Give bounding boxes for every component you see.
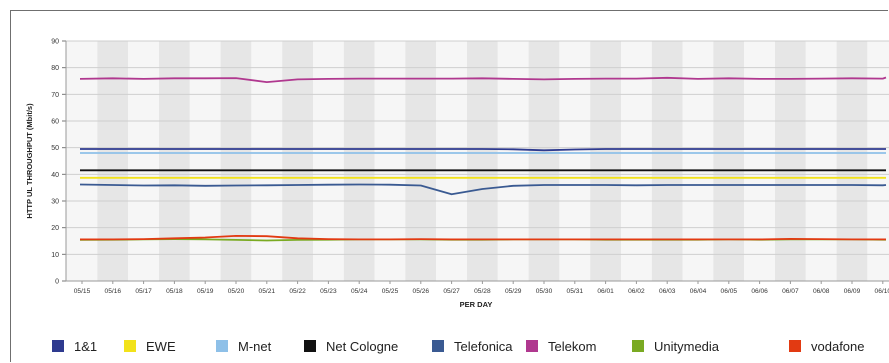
series-line [80,148,886,152]
legend-item: EWE [124,337,176,355]
legend-item: Telekom [526,337,596,355]
y-tick-label: 40 [51,172,59,179]
legend-item: Unitymedia [632,337,719,355]
x-tick-label: 05/28 [474,288,491,295]
x-tick-label: 05/21 [259,288,276,295]
x-tick-label: 05/16 [105,288,122,295]
x-tick-label: 05/24 [351,288,368,295]
plot-band [713,41,745,281]
x-tick-label: 06/09 [844,288,861,295]
plot-band [189,41,221,281]
plot-band [867,41,889,281]
legend-swatch [216,340,228,352]
x-tick-label: 05/15 [74,288,91,295]
x-tick-label: 05/31 [567,288,584,295]
x-tick-label: 06/04 [690,288,707,295]
legend-swatch [304,340,316,352]
plot-band [343,41,375,281]
plot-band [559,41,591,281]
plot-band [590,41,621,281]
x-tick-label: 05/22 [289,288,306,295]
x-tick-label: 05/23 [320,288,337,295]
x-tick-label: 06/03 [659,288,676,295]
plot-band [528,41,560,281]
y-tick-label: 70 [51,92,59,99]
legend-swatch [432,340,444,352]
legend: 1&1 EWE M-net Net Cologne Telefonica Telekom U… [52,337,889,355]
plot-band [374,41,406,281]
x-tick-label: 06/07 [782,288,799,295]
x-tick-label: 05/18 [166,288,183,295]
legend-item: vodafone [789,337,865,355]
series-line [79,76,887,83]
x-tick-label: 06/02 [628,288,645,295]
plot-band [436,41,467,281]
x-tick-label: 05/17 [135,288,152,295]
plot-band [405,41,437,281]
y-tick-label: 30 [51,199,59,206]
plot-band [128,41,159,281]
x-tick-label: 06/08 [813,288,830,295]
series-line [79,183,887,196]
legend-swatch [124,340,136,352]
x-axis-title: PER DAY [460,300,493,309]
x-tick-label: 05/25 [382,288,399,295]
legend-item: Net Cologne [304,337,398,355]
x-tick-label: 05/29 [505,288,522,295]
plot-band [220,41,252,281]
y-axis-title: HTTP UL THROUGHPUT (Mbit/s) [25,103,34,219]
legend-label: Telekom [548,338,597,354]
x-tick-label: 06/01 [597,288,614,295]
legend-item: 1&1 [52,337,97,355]
legend-label: 1&1 [74,338,98,354]
legend-label: Telefonica [454,338,513,354]
legend-item: M-net [216,337,271,355]
plot-band [836,41,868,281]
y-tick-label: 10 [51,252,59,259]
y-tick-label: 60 [51,119,59,126]
x-tick-label: 06/10 [875,288,889,295]
x-tick-label: 05/20 [228,288,245,295]
plot-band [159,41,190,281]
plot-band [467,41,498,281]
legend-swatch [789,340,801,352]
plot-band [66,41,98,281]
series-line [80,234,886,241]
y-tick-label: 80 [51,65,59,72]
y-tick-label: 50 [51,145,59,152]
plot-band [497,41,529,281]
legend-label: Unitymedia [654,338,720,354]
y-tick-label: 20 [51,225,59,232]
legend-label: Net Cologne [326,338,399,354]
legend-swatch [526,340,538,352]
plot-band [97,41,129,281]
legend-swatch [632,340,644,352]
x-tick-label: 05/26 [413,288,430,295]
plot-band [313,41,344,281]
plot-band [251,41,283,281]
legend-label: M-net [238,338,272,354]
x-tick-label: 05/30 [536,288,553,295]
y-tick-label: 90 [51,39,59,46]
plot-band [744,41,775,281]
x-tick-label: 05/27 [443,288,460,295]
plot-band [775,41,806,281]
plot-band [621,41,652,281]
plot-band [682,41,714,281]
x-tick-label: 05/19 [197,288,214,295]
legend-swatch [52,340,64,352]
plot-band [805,41,837,281]
plot-band [282,41,313,281]
legend-label: EWE [146,338,176,354]
y-tick-label: 0 [55,279,59,286]
legend-item: Telefonica [432,337,513,355]
plot-band [651,41,683,281]
x-tick-label: 06/05 [721,288,738,295]
x-tick-label: 06/06 [751,288,768,295]
legend-label: vodafone [811,338,865,354]
